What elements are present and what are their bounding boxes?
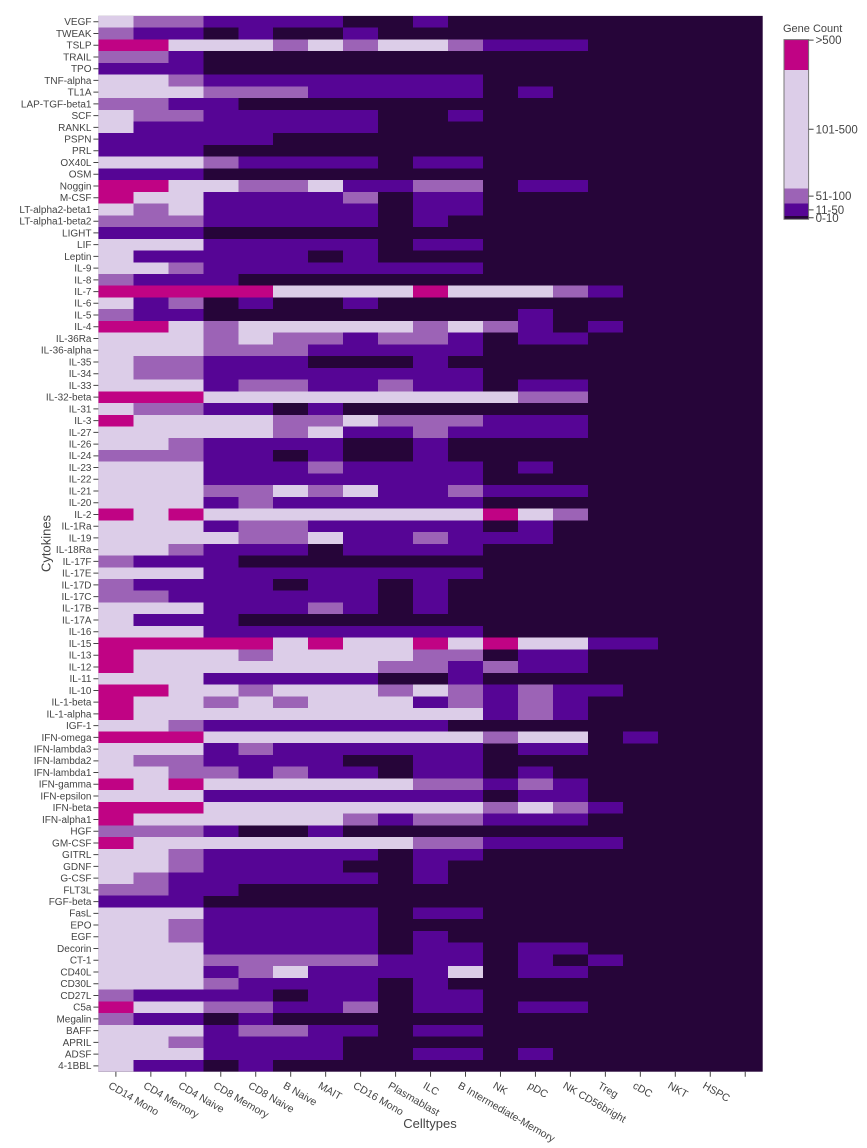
svg-text:>500: >500 <box>816 35 842 47</box>
svg-text:IL-35: IL-35 <box>69 357 92 368</box>
svg-text:EGF: EGF <box>71 932 92 943</box>
svg-text:BAFF: BAFF <box>66 1026 92 1037</box>
svg-text:IL-3: IL-3 <box>74 416 92 427</box>
svg-text:IL-4: IL-4 <box>74 322 92 333</box>
svg-text:IL-2: IL-2 <box>74 510 92 521</box>
svg-text:IFN-gamma: IFN-gamma <box>39 780 92 791</box>
svg-text:CD27L: CD27L <box>60 991 92 1002</box>
svg-text:LT-alpha2-beta1: LT-alpha2-beta1 <box>19 205 92 216</box>
svg-text:TRAIL: TRAIL <box>63 52 92 63</box>
svg-text:Decorin: Decorin <box>57 944 91 955</box>
svg-text:OX40L: OX40L <box>60 158 92 169</box>
svg-text:11-50: 11-50 <box>816 205 845 217</box>
svg-text:IL-33: IL-33 <box>69 381 92 392</box>
svg-text:IL-24: IL-24 <box>69 451 92 462</box>
svg-text:IFN-epsilon: IFN-epsilon <box>40 791 91 802</box>
svg-text:IL-34: IL-34 <box>69 369 92 380</box>
svg-text:CD30L: CD30L <box>60 979 92 990</box>
svg-text:IL-1Ra: IL-1Ra <box>61 522 91 533</box>
svg-text:IFN-lambda3: IFN-lambda3 <box>34 744 92 755</box>
svg-text:IFN-lambda1: IFN-lambda1 <box>34 768 92 779</box>
svg-text:EPO: EPO <box>70 920 91 931</box>
svg-text:IL-15: IL-15 <box>69 639 92 650</box>
svg-text:IL-17C: IL-17C <box>61 592 91 603</box>
svg-text:IL-5: IL-5 <box>74 310 92 321</box>
svg-text:G-CSF: G-CSF <box>60 874 91 885</box>
svg-text:TPO: TPO <box>71 64 92 75</box>
svg-text:Leptin: Leptin <box>64 252 91 263</box>
svg-text:C5a: C5a <box>73 1003 92 1014</box>
svg-text:IFN-omega: IFN-omega <box>41 733 91 744</box>
svg-text:TL1A: TL1A <box>68 88 92 99</box>
svg-text:IL-11: IL-11 <box>69 674 91 685</box>
svg-text:IL-16: IL-16 <box>69 627 92 638</box>
svg-text:FGF-beta: FGF-beta <box>49 897 92 908</box>
svg-text:PRL: PRL <box>72 146 92 157</box>
svg-text:PSPN: PSPN <box>64 134 91 145</box>
svg-text:GM-CSF: GM-CSF <box>52 838 91 849</box>
svg-text:Gene Count: Gene Count <box>783 23 842 35</box>
svg-text:ADSF: ADSF <box>65 1050 92 1061</box>
svg-text:IL-36Ra: IL-36Ra <box>56 334 92 345</box>
svg-text:51-100: 51-100 <box>816 191 852 203</box>
svg-text:IL-26: IL-26 <box>69 439 92 450</box>
svg-text:FasL: FasL <box>69 909 92 920</box>
svg-text:IL-9: IL-9 <box>74 264 92 275</box>
svg-text:SCF: SCF <box>72 111 92 122</box>
svg-text:IL-6: IL-6 <box>74 299 92 310</box>
svg-text:LIGHT: LIGHT <box>62 228 91 239</box>
svg-text:IFN-beta: IFN-beta <box>53 803 92 814</box>
svg-text:IL-20: IL-20 <box>69 498 92 509</box>
svg-text:IL-27: IL-27 <box>69 428 92 439</box>
svg-text:CD40L: CD40L <box>60 967 92 978</box>
svg-text:CT-1: CT-1 <box>70 956 92 967</box>
svg-text:4-1BBL: 4-1BBL <box>58 1061 92 1072</box>
svg-text:Celltypes: Celltypes <box>403 1116 457 1131</box>
svg-text:IL-8: IL-8 <box>74 275 92 286</box>
svg-text:IL-17B: IL-17B <box>62 604 92 615</box>
svg-text:VEGF: VEGF <box>64 17 91 28</box>
svg-text:IGF-1: IGF-1 <box>66 721 92 732</box>
svg-text:IL-13: IL-13 <box>69 651 92 662</box>
svg-text:IL-18Ra: IL-18Ra <box>56 545 92 556</box>
svg-text:Noggin: Noggin <box>60 181 92 192</box>
svg-text:RANKL: RANKL <box>58 123 92 134</box>
svg-text:Cytokines: Cytokines <box>39 514 54 572</box>
svg-text:IFN-lambda2: IFN-lambda2 <box>34 756 92 767</box>
svg-text:TNF-alpha: TNF-alpha <box>44 76 92 87</box>
svg-text:LIF: LIF <box>77 240 91 251</box>
svg-text:IL-17A: IL-17A <box>62 615 92 626</box>
svg-text:IL-1-beta: IL-1-beta <box>51 698 91 709</box>
svg-text:LT-alpha1-beta2: LT-alpha1-beta2 <box>19 217 92 228</box>
svg-text:IL-1-alpha: IL-1-alpha <box>46 709 91 720</box>
svg-text:IL-19: IL-19 <box>69 533 92 544</box>
svg-text:IL-17F: IL-17F <box>63 557 92 568</box>
svg-text:Megalin: Megalin <box>56 1014 91 1025</box>
svg-text:IL-22: IL-22 <box>69 475 92 486</box>
svg-text:TWEAK: TWEAK <box>56 29 92 40</box>
svg-text:IFN-alpha1: IFN-alpha1 <box>42 815 92 826</box>
svg-text:IL-17E: IL-17E <box>62 569 92 580</box>
svg-text:APRIL: APRIL <box>63 1038 92 1049</box>
svg-text:TSLP: TSLP <box>66 41 91 52</box>
svg-text:101-500: 101-500 <box>816 124 858 136</box>
svg-text:FLT3L: FLT3L <box>63 885 92 896</box>
svg-text:IL-31: IL-31 <box>69 404 92 415</box>
svg-text:IL-17D: IL-17D <box>61 580 91 591</box>
svg-text:OSM: OSM <box>69 170 92 181</box>
svg-text:0-10: 0-10 <box>816 213 839 225</box>
svg-text:LAP-TGF-beta1: LAP-TGF-beta1 <box>21 99 92 110</box>
svg-text:IL-21: IL-21 <box>69 486 92 497</box>
svg-text:IL-7: IL-7 <box>74 287 92 298</box>
svg-text:GDNF: GDNF <box>63 862 91 873</box>
svg-text:HGF: HGF <box>70 827 91 838</box>
svg-text:M-CSF: M-CSF <box>60 193 92 204</box>
svg-text:IL-32-beta: IL-32-beta <box>46 393 92 404</box>
svg-text:GITRL: GITRL <box>62 850 92 861</box>
svg-text:IL-36-alpha: IL-36-alpha <box>41 346 92 357</box>
svg-text:IL-23: IL-23 <box>69 463 92 474</box>
svg-text:IL-12: IL-12 <box>69 662 92 673</box>
svg-text:IL-10: IL-10 <box>69 686 92 697</box>
